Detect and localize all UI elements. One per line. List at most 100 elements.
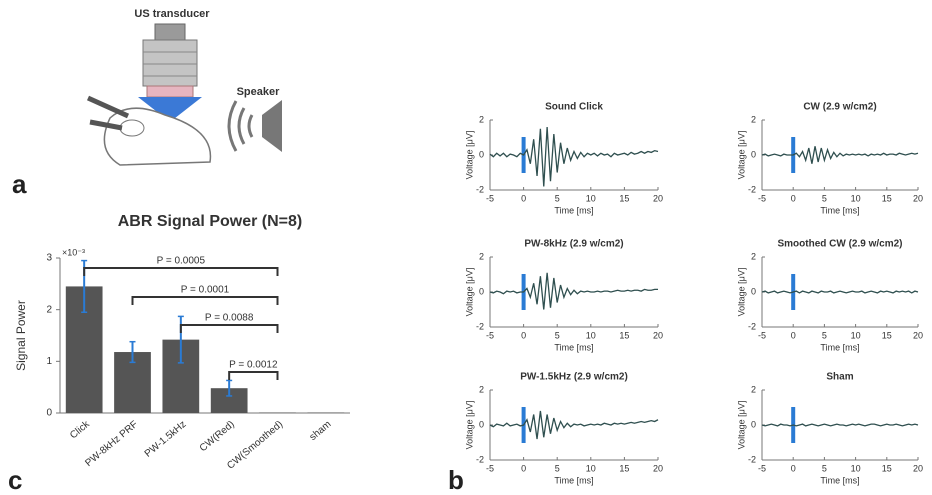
x-tick-label: 0 bbox=[521, 330, 526, 340]
mouse-ear bbox=[119, 119, 145, 137]
waveform bbox=[489, 126, 659, 187]
x-tick-label: 15 bbox=[882, 463, 892, 473]
transducer-body bbox=[142, 39, 198, 87]
chart-title: Sound Click bbox=[545, 102, 603, 113]
x-tick-label: CW(Red) bbox=[198, 419, 237, 454]
y-axis-label: Voltage [μV] bbox=[464, 131, 474, 180]
x-tick-label: 5 bbox=[555, 193, 560, 203]
x-tick-label: 20 bbox=[913, 330, 923, 340]
x-tick-label: 0 bbox=[791, 193, 796, 203]
y-tick-label: 3 bbox=[46, 253, 52, 264]
x-tick-label: 10 bbox=[851, 330, 861, 340]
y-tick-label: 0 bbox=[479, 419, 484, 429]
electrode bbox=[89, 119, 123, 131]
x-tick-label: Click bbox=[68, 418, 92, 441]
chart-title: CW (2.9 w/cm2) bbox=[803, 102, 876, 113]
x-tick-label: -5 bbox=[758, 463, 766, 473]
chart-title: PW-1.5kHz (2.9 w/cm2) bbox=[520, 372, 628, 383]
x-tick-label: 0 bbox=[791, 463, 796, 473]
waveform bbox=[489, 272, 658, 310]
x-tick-label: 5 bbox=[822, 330, 827, 340]
x-tick-label: PW-1.5kHz bbox=[143, 419, 189, 460]
x-tick-label: 5 bbox=[822, 193, 827, 203]
sound-wave bbox=[237, 107, 246, 145]
chart-title: Smoothed CW (2.9 w/cm2) bbox=[777, 239, 902, 250]
y-tick-label: 0 bbox=[751, 419, 756, 429]
y-axis-label: Voltage [μV] bbox=[464, 268, 474, 317]
x-tick-label: -5 bbox=[758, 330, 766, 340]
waveform bbox=[761, 146, 919, 164]
significance-label: P = 0.0012 bbox=[229, 360, 278, 371]
electrode bbox=[86, 95, 130, 119]
chart-title: PW-8kHz (2.9 w/cm2) bbox=[524, 239, 623, 250]
chart-title: ABR Signal Power (N=8) bbox=[118, 213, 302, 230]
x-axis-label: Time [ms] bbox=[820, 342, 859, 352]
x-tick-label: sham bbox=[308, 419, 334, 443]
x-tick-label: -5 bbox=[758, 193, 766, 203]
x-tick-label: 15 bbox=[882, 330, 892, 340]
x-axis-label: Time [ms] bbox=[554, 342, 593, 352]
y-tick-label: 2 bbox=[479, 114, 484, 124]
x-axis-label: Time [ms] bbox=[820, 205, 859, 215]
y-axis-label: Voltage [μV] bbox=[736, 131, 746, 180]
x-tick-label: 10 bbox=[851, 463, 861, 473]
y-tick-label: 0 bbox=[46, 408, 52, 419]
y-tick-label: -2 bbox=[748, 184, 756, 194]
sound-wave bbox=[247, 114, 254, 138]
x-tick-label: 20 bbox=[913, 193, 923, 203]
x-tick-label: 0 bbox=[791, 330, 796, 340]
x-tick-label: 20 bbox=[653, 463, 663, 473]
x-tick-label: 15 bbox=[619, 330, 629, 340]
waveform bbox=[489, 410, 659, 440]
transducer-cap bbox=[154, 23, 186, 41]
x-axis-label: Time [ms] bbox=[554, 475, 593, 485]
x-tick-label: 10 bbox=[586, 193, 596, 203]
y-tick-label: 2 bbox=[479, 384, 484, 394]
x-tick-label: -5 bbox=[486, 330, 494, 340]
transducer-label: US transducer bbox=[134, 8, 210, 20]
x-tick-label: 20 bbox=[653, 193, 663, 203]
x-axis-label: Time [ms] bbox=[820, 475, 859, 485]
transducer-lens bbox=[146, 85, 194, 98]
y-tick-label: 2 bbox=[479, 251, 484, 261]
significance-bracket bbox=[179, 324, 279, 333]
x-tick-label: 15 bbox=[619, 193, 629, 203]
waveform bbox=[761, 423, 919, 427]
y-scale-label: ×10⁻³ bbox=[62, 247, 85, 257]
y-axis-label: Voltage [μV] bbox=[736, 268, 746, 317]
significance-label: P = 0.0088 bbox=[205, 313, 254, 324]
y-axis-label: Voltage [μV] bbox=[464, 401, 474, 450]
speaker-label: Speaker bbox=[237, 86, 281, 98]
x-tick-label: PW-8kHz PRF bbox=[83, 419, 140, 469]
x-tick-label: 0 bbox=[521, 463, 526, 473]
panel-letter: b bbox=[448, 465, 464, 495]
x-tick-label: 20 bbox=[653, 330, 663, 340]
significance-label: P = 0.0005 bbox=[157, 256, 206, 267]
waveform bbox=[761, 290, 919, 294]
panel-letter: c bbox=[8, 465, 22, 495]
panel-letter: a bbox=[12, 169, 27, 199]
chart-title: Sham bbox=[826, 372, 853, 383]
y-tick-label: -2 bbox=[476, 321, 484, 331]
x-axis-label: Time [ms] bbox=[554, 205, 593, 215]
mouse bbox=[103, 107, 212, 166]
y-tick-label: -2 bbox=[748, 321, 756, 331]
x-tick-label: 5 bbox=[555, 463, 560, 473]
x-tick-label: -5 bbox=[486, 463, 494, 473]
x-tick-label: 10 bbox=[851, 193, 861, 203]
x-tick-label: 15 bbox=[619, 463, 629, 473]
x-tick-label: 15 bbox=[882, 193, 892, 203]
y-tick-label: -2 bbox=[476, 184, 484, 194]
significance-bracket bbox=[83, 267, 279, 276]
y-tick-label: 0 bbox=[479, 149, 484, 159]
speaker-cone bbox=[262, 100, 282, 152]
illustration: US transducer Speaker bbox=[86, 8, 282, 166]
x-tick-label: 5 bbox=[555, 330, 560, 340]
y-tick-label: 2 bbox=[751, 384, 756, 394]
y-tick-label: 1 bbox=[46, 356, 52, 367]
x-tick-label: 5 bbox=[822, 463, 827, 473]
y-tick-label: -2 bbox=[748, 454, 756, 464]
y-tick-label: -2 bbox=[476, 454, 484, 464]
